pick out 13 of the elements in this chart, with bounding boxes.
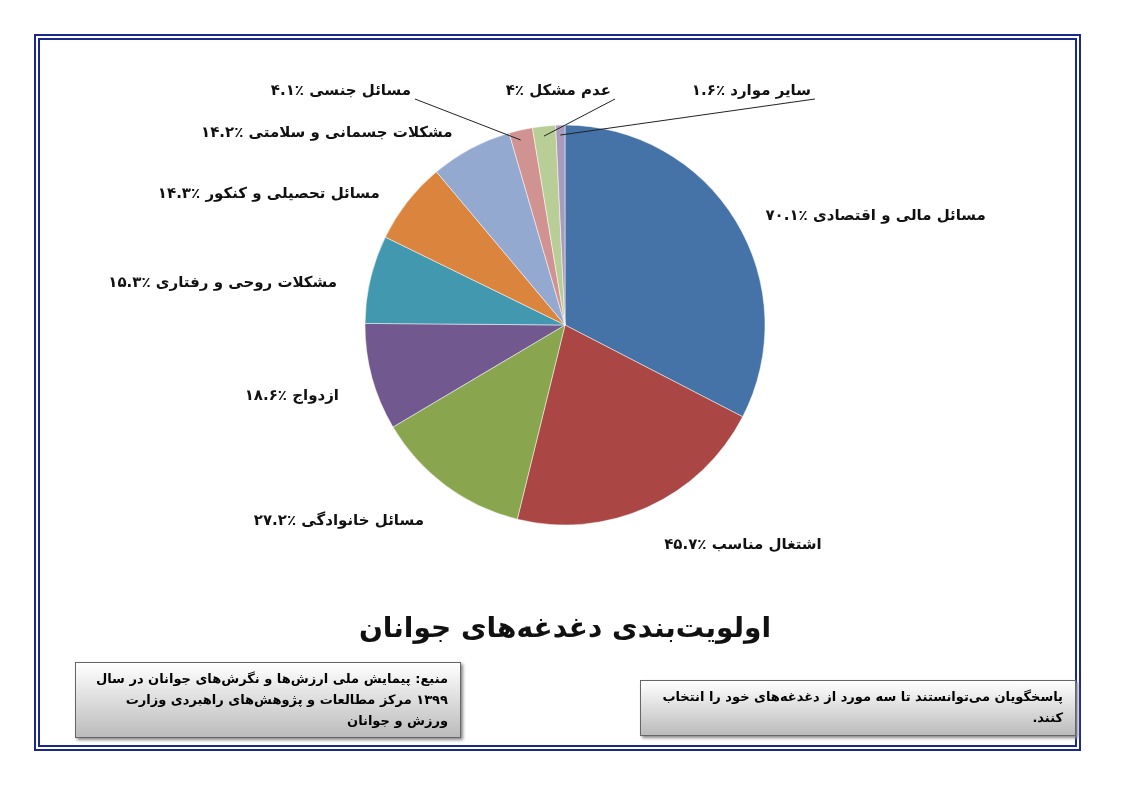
slice-label: مسائل تحصیلی و کنکور ٪۱۴.۳ (157, 184, 380, 203)
slice-label: مسائل مالی و اقتصادی ٪۷۰.۱ (765, 206, 986, 225)
slice-label: مسائل خانوادگی ٪۲۷.۲ (253, 510, 424, 529)
text: پاسخگویان می‌توانستند تا سه مورد از دغدغه‌های خود را انتخاب کنند. (640, 680, 1076, 736)
text: منبع: پیمایش ملی ارزش‌ها و نگرش‌های جوانان در سال ۱۳۹۹ مرکز مطالعات و پژوهش‌های راهبردی وزارت ورزش و جوانان (75, 662, 461, 739)
slice-label: ازدواج ٪۱۸.۶ (244, 385, 339, 404)
slice-label: مشکلات روحی و رفتاری ٪۱۵.۳ (108, 273, 338, 292)
slice-label: اشتغال مناسب ٪۴۵.۷ (664, 535, 822, 554)
text: اولویت‌بندی دغدغه‌های جوانان (358, 611, 772, 644)
slice-label: سایر موارد ٪۱.۶ (691, 81, 811, 99)
slice-label: مشکلات جسمانی و سلامتی ٪۱۴.۲ (201, 123, 453, 142)
slice-label: عدم مشکل ٪۴ (505, 81, 611, 99)
slice-label: مسائل جنسی ٪۴.۱ (270, 81, 411, 99)
